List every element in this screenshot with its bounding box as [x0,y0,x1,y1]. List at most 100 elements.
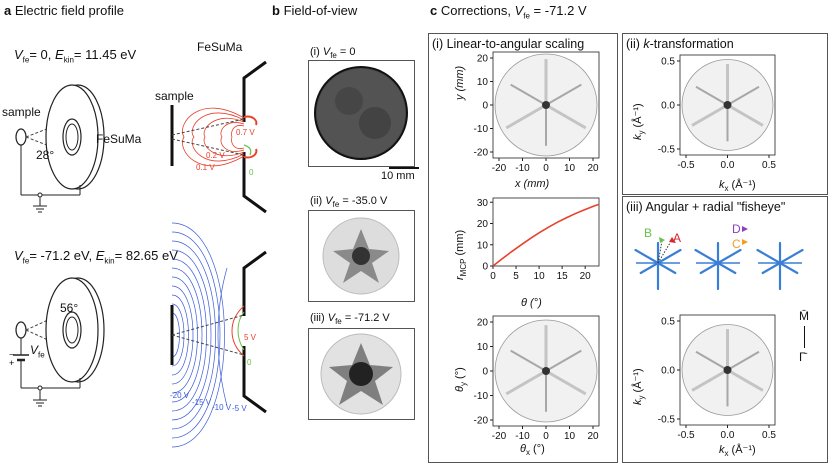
equipotential-line [171,267,203,403]
plot5-xlabel-rest: (Å⁻¹) [728,444,756,456]
detector-feature [335,87,363,115]
tick-label: -10 [474,124,489,135]
fov-value: = -71.2 V [344,312,390,324]
tick-label: 20 [587,431,599,442]
tick-label: 0.5 [661,57,675,68]
tick-label: 0 [482,367,488,378]
tick-label: 10 [477,240,489,251]
bottom-vfe: = -71.2 eV, [29,248,96,263]
plot1-xlabel: x (mm) [515,178,549,190]
var-v: V [325,195,333,207]
fesuma-plate-bottom [242,346,267,414]
plot3-xlabel-rest: (°) [529,443,545,455]
var-e: E [55,47,64,62]
volt-label: -5 V [232,404,247,413]
band-feature [691,103,729,127]
tick-label: 0.5 [762,160,776,171]
fov-value: = 0 [339,46,356,58]
marker-b: B [644,226,653,240]
equipotential-line [171,258,207,412]
sub-fe: fe [335,317,342,327]
star-arm [756,248,782,265]
band-feature [726,368,764,392]
star-arm [634,248,660,265]
direction-m: M̄ [799,309,809,323]
panel-c-letter: c [430,3,438,18]
band-feature [726,350,760,371]
center-spot [349,362,373,386]
sub-kin-2: kin [104,256,115,266]
tick-label: 0 [543,431,549,442]
sub-ii-rest: -transformation [649,37,734,51]
fov-image-iii [308,328,415,420]
star-arm [639,261,660,275]
rmcp-chart: 0 5 10 15 20 30 20 10 0 [477,197,600,282]
plot5-image: -0.5 0.0 0.5 0.5 0.0 -0.5 [658,314,776,441]
fov-pattern [320,333,402,415]
fov-value: = -35.0 V [342,195,388,207]
band-feature [505,103,547,130]
gamma-point [723,101,732,109]
equipotential-line [171,303,185,367]
var-v: V [14,47,23,62]
fesuma-plate-bottom [242,152,267,214]
plot1-ylabel: y (mm) [454,66,466,100]
plot5-ylabel: ky (Å⁻¹) [631,368,646,405]
volt-label: 0.2 V [206,151,225,160]
tick-label: 20 [477,54,489,65]
var-v: V [514,3,524,18]
fisheye-stars [634,226,804,291]
angle-line [657,242,671,264]
plot4-ylabel-sub: y [637,130,647,135]
panel-b-title: Field-of-view [283,3,358,18]
star-arm [716,261,737,275]
tick-label: -20 [492,163,507,174]
field-line [203,117,245,157]
plot1-xlabel-text: x (mm) [515,178,550,190]
subpanel-iii-title: (iii) Angular + radial "fisheye" [626,200,786,214]
star-arm [694,248,720,265]
cone-line [25,136,71,155]
star-arm [761,261,782,275]
bottom-field-fixed [170,250,267,414]
angle-top: 28° [36,148,55,162]
field-line [231,305,245,357]
top-ekin: = 11.45 eV [73,47,137,62]
tick-label: -0.5 [658,415,676,426]
tick-label: 10 [477,342,489,353]
plus-sign: + [9,358,14,368]
volt-label: 0.1 V [196,163,215,172]
volt-label: 5 V [244,333,257,342]
fesuma-label-top: FeSuMa [96,132,142,146]
fov-image-ii [308,210,415,302]
panel-c-title-prefix: Corrections, [440,3,515,18]
star-arm [656,261,677,275]
angle-bottom: 56° [60,301,79,315]
volt-label: -20 V [170,391,190,400]
panel-c-title-value: = -71.2 V [533,3,587,18]
bottom-setup: − + [9,277,105,407]
tick-label: 0 [482,262,488,273]
tick-label: 10 [564,163,576,174]
tick-label: -10 [515,431,530,442]
roman: (i) [310,46,320,58]
gamma-point [542,367,550,375]
roman: (ii) [310,195,323,207]
fesuma-hole-inner [65,316,79,344]
plot2-xlabel-text: θ (°) [521,297,542,309]
plot4-xlabel-main: k [719,179,725,191]
fesuma-label-diagram: FeSuMa [197,40,243,54]
plot1-image: -20 -10 0 10 20 20 10 0 -10 -20 [474,51,600,174]
field-line [220,122,245,152]
fov-pattern [322,217,400,295]
panel-a-top-condition: Vfe= 0, Ekin= 11.45 eV [14,47,136,65]
tick-label: 0 [482,101,488,112]
tick-label: -0.5 [658,145,676,156]
top-field-diagram [170,60,267,214]
field-line [182,107,245,167]
band-feature [505,369,547,396]
plot4-ylabel-main: k [632,134,644,141]
gamma-point [723,366,732,374]
band-feature [691,368,729,392]
fov-label-i: (i) Vfe = 0 [310,46,356,60]
